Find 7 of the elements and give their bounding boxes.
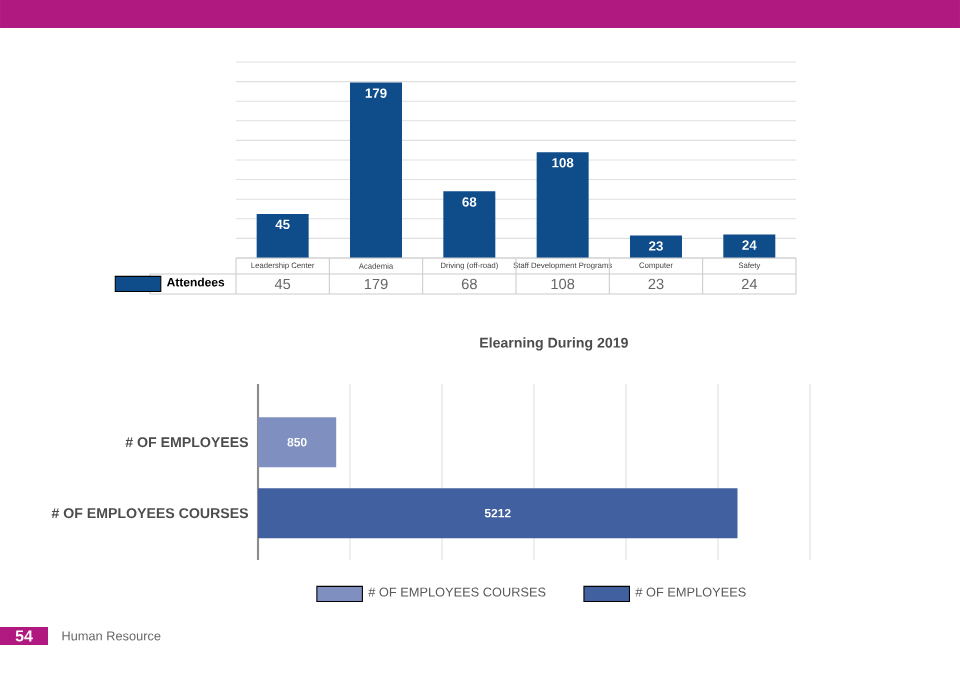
bar bbox=[536, 152, 589, 258]
bar bbox=[256, 213, 309, 258]
bar bbox=[443, 191, 496, 258]
text: 54 bbox=[15, 630, 33, 642]
bar bbox=[349, 82, 402, 258]
bar bbox=[629, 235, 682, 258]
bar bbox=[723, 234, 776, 258]
